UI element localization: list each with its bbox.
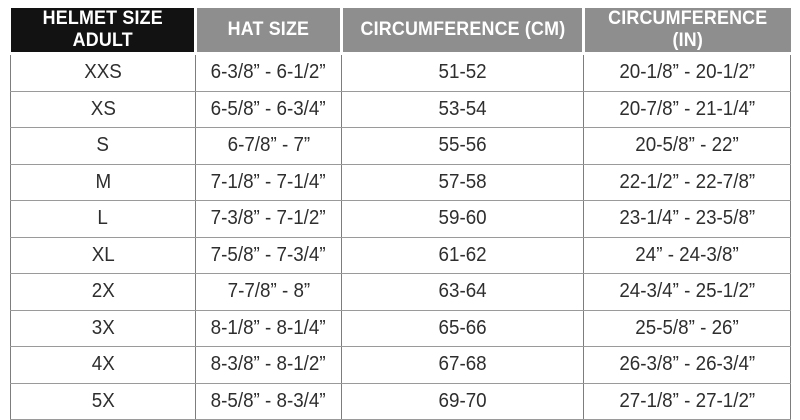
cell-circumference-in: 20-5/8” - 22” — [583, 127, 791, 165]
header-helmet-size-adult-label: HELMET SIZE ADULT — [42, 8, 163, 51]
cell-hat-size: 7-1/8” - 7-1/4” — [195, 163, 342, 201]
cell-circumference-cm: 53-54 — [341, 90, 584, 128]
helmet-size-table: HELMET SIZE ADULT HAT SIZE CIRCUMFERENCE… — [10, 8, 791, 420]
table-row-xs: XS 6-5/8” - 6-3/4” 53-54 20-7/8” - 21-1/… — [10, 90, 791, 128]
cell-hat-size: 6-5/8” - 6-3/4” — [195, 90, 342, 128]
cell-hat-size: 7-7/8” - 8” — [195, 273, 342, 311]
cell-circumference-in: 23-1/4” - 23-5/8” — [583, 200, 791, 238]
table-row-m: M 7-1/8” - 7-1/4” 57-58 22-1/2” - 22-7/8… — [10, 163, 791, 201]
table-row-s: S 6-7/8” - 7” 55-56 20-5/8” - 22” — [10, 127, 791, 165]
cell-circumference-in: 20-1/8” - 20-1/2” — [583, 53, 791, 92]
cell-helmet-size: 2X — [10, 273, 196, 311]
cell-helmet-size: L — [10, 200, 196, 238]
cell-circumference-cm: 63-64 — [341, 273, 584, 311]
header-row: HELMET SIZE ADULT HAT SIZE CIRCUMFERENCE… — [10, 8, 791, 55]
table-row-l: L 7-3/8” - 7-1/2” 59-60 23-1/4” - 23-5/8… — [10, 200, 791, 238]
header-hat-size: HAT SIZE — [194, 8, 342, 55]
cell-circumference-in: 26-3/8” - 26-3/4” — [583, 346, 791, 384]
cell-circumference-cm: 69-70 — [341, 382, 584, 420]
cell-circumference-in: 22-1/2” - 22-7/8” — [583, 163, 791, 201]
header-hat-size-label: HAT SIZE — [227, 19, 310, 40]
cell-helmet-size: 3X — [10, 309, 196, 347]
header-circumference-cm: CIRCUMFERENCE (CM) — [340, 8, 584, 55]
helmet-size-chart: HELMET SIZE ADULT HAT SIZE CIRCUMFERENCE… — [10, 8, 791, 420]
cell-helmet-size: 5X — [10, 382, 196, 420]
cell-circumference-cm: 51-52 — [341, 53, 584, 92]
header-helmet-size-adult: HELMET SIZE ADULT — [10, 8, 196, 55]
cell-hat-size: 7-3/8” - 7-1/2” — [195, 200, 342, 238]
cell-hat-size: 8-1/8” - 8-1/4” — [195, 309, 342, 347]
cell-circumference-cm: 59-60 — [341, 200, 584, 238]
cell-hat-size: 8-3/8” - 8-1/2” — [195, 346, 342, 384]
cell-circumference-in: 24” - 24-3/8” — [583, 236, 791, 274]
cell-circumference-cm: 57-58 — [341, 163, 584, 201]
header-circumference-cm-label: CIRCUMFERENCE (CM) — [360, 19, 565, 40]
table-row-xl: XL 7-5/8” - 7-3/4” 61-62 24” - 24-3/8” — [10, 236, 791, 274]
cell-helmet-size: XXS — [10, 53, 196, 92]
cell-helmet-size: M — [10, 163, 196, 201]
cell-helmet-size: 4X — [10, 346, 196, 384]
cell-circumference-cm: 67-68 — [341, 346, 584, 384]
cell-circumference-cm: 65-66 — [341, 309, 584, 347]
cell-helmet-size: XS — [10, 90, 196, 128]
cell-helmet-size: S — [10, 127, 196, 165]
table-row-4x: 4X 8-3/8” - 8-1/2” 67-68 26-3/8” - 26-3/… — [10, 346, 791, 384]
table-row-xxs: XXS 6-3/8” - 6-1/2” 51-52 20-1/8” - 20-1… — [10, 53, 791, 92]
cell-helmet-size: XL — [10, 236, 196, 274]
header-circumference-in: CIRCUMFERENCE (IN) — [582, 8, 791, 55]
cell-hat-size: 6-3/8” - 6-1/2” — [195, 53, 342, 92]
table-row-2x: 2X 7-7/8” - 8” 63-64 24-3/4” - 25-1/2” — [10, 273, 791, 311]
cell-hat-size: 7-5/8” - 7-3/4” — [195, 236, 342, 274]
header-circumference-in-label: CIRCUMFERENCE (IN) — [608, 8, 768, 51]
table-row-3x: 3X 8-1/8” - 8-1/4” 65-66 25-5/8” - 26” — [10, 309, 791, 347]
cell-hat-size: 6-7/8” - 7” — [195, 127, 342, 165]
cell-circumference-in: 27-1/8” - 27-1/2” — [583, 382, 791, 420]
cell-hat-size: 8-5/8” - 8-3/4” — [195, 382, 342, 420]
table-row-5x: 5X 8-5/8” - 8-3/4” 69-70 27-1/8” - 27-1/… — [10, 382, 791, 420]
cell-circumference-in: 24-3/4” - 25-1/2” — [583, 273, 791, 311]
cell-circumference-in: 25-5/8” - 26” — [583, 309, 791, 347]
cell-circumference-cm: 61-62 — [341, 236, 584, 274]
cell-circumference-cm: 55-56 — [341, 127, 584, 165]
cell-circumference-in: 20-7/8” - 21-1/4” — [583, 90, 791, 128]
